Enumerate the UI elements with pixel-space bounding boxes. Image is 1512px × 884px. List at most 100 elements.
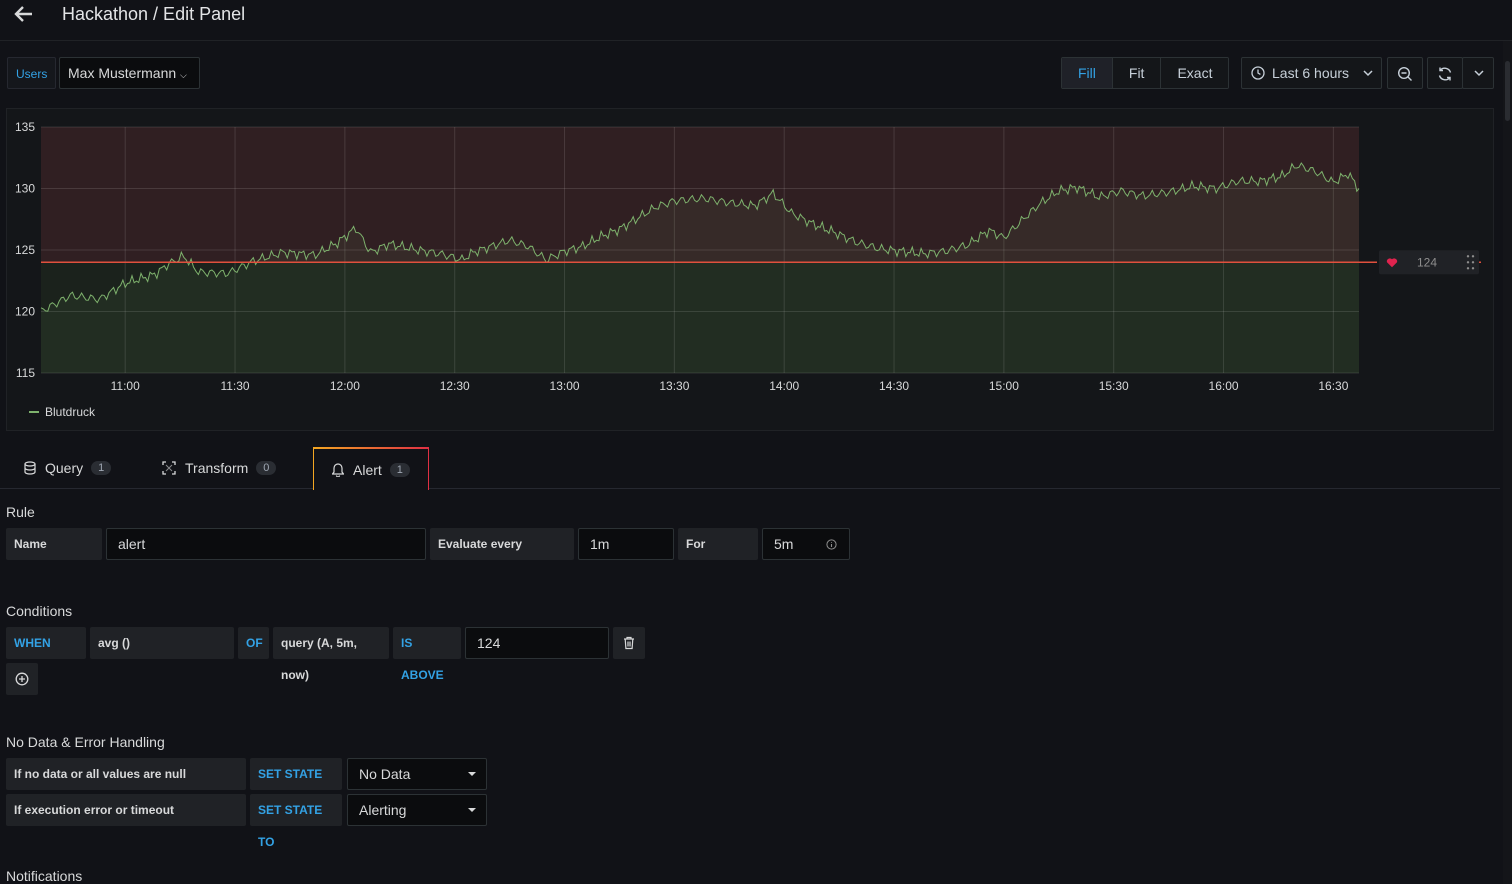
- rule-section-title: Rule: [6, 504, 35, 520]
- x-tick-label: 12:00: [330, 379, 360, 393]
- evaluator-select[interactable]: IS ABOVE: [393, 627, 461, 682]
- delete-condition-button[interactable]: [613, 627, 645, 659]
- threshold-handle-label: 124: [1417, 255, 1437, 269]
- tab-transform-label: Transform: [185, 460, 249, 476]
- chevron-down-icon: [1363, 70, 1373, 77]
- nodata-state-select[interactable]: No Data: [347, 758, 487, 790]
- chevron-down-icon: ⌵: [180, 70, 187, 80]
- drag-handle-icon: [1471, 261, 1475, 264]
- notifications-section-title: Notifications: [6, 868, 83, 884]
- x-tick-label: 15:00: [989, 379, 1019, 393]
- tab-alert[interactable]: Alert 1: [313, 447, 429, 490]
- trash-icon: [624, 636, 634, 650]
- nodata-set-state-keyword: SET STATE TO: [250, 758, 342, 813]
- tab-alert-label: Alert: [353, 461, 382, 478]
- tab-transform[interactable]: Transform 0: [162, 447, 277, 489]
- legend[interactable]: Blutdruck: [29, 405, 95, 419]
- legend-swatch: [29, 411, 39, 413]
- evaluate-every-input[interactable]: 1m: [578, 528, 674, 560]
- drag-handle-icon: [1466, 255, 1470, 258]
- scrollbar[interactable]: [1503, 41, 1512, 884]
- ok-region: [41, 262, 1359, 373]
- clock-icon: [1251, 66, 1265, 80]
- page-title: Hackathon / Edit Panel: [62, 4, 246, 24]
- reducer-select[interactable]: avg (): [90, 627, 234, 659]
- add-circle-icon: [15, 672, 29, 686]
- editor-tabs: Query 1 Transform 0 Alert 1: [0, 447, 1500, 490]
- x-tick-label: 14:00: [769, 379, 799, 393]
- tab-query-count: 1: [91, 461, 112, 475]
- threshold-handle: [1379, 250, 1479, 275]
- variable-value: Max Mustermann: [68, 65, 177, 81]
- top-bar: Hackathon / Edit Panel: [0, 0, 1512, 41]
- graph-panel: 135 130 125 120 115 11:00 11:30 12:00 12:30 13:00…: [6, 108, 1494, 431]
- name-label: Name: [6, 528, 102, 560]
- alert-editor: Rule Name alert Evaluate every 1m For 5m…: [0, 490, 1500, 884]
- display-mode-group: Fill Fit Exact: [1061, 57, 1230, 89]
- nodata-label: If no data or all values are null: [6, 758, 246, 790]
- for-value: 5m: [774, 536, 794, 552]
- series-line: [40, 162, 1360, 312]
- time-range-label: Last 6 hours: [1272, 65, 1350, 81]
- variable-select[interactable]: Max Mustermann ⌵: [59, 57, 200, 89]
- fit-button[interactable]: Fit: [1112, 58, 1162, 88]
- conditions-section-title: Conditions: [6, 603, 73, 619]
- variable-bar: Users Max Mustermann ⌵ Fill Fit Exact La…: [0, 41, 1500, 105]
- drag-handle-icon: [1466, 261, 1470, 264]
- tab-alert-count: 1: [389, 462, 410, 477]
- fill-button[interactable]: Fill: [1062, 58, 1113, 88]
- time-range-picker[interactable]: Last 6 hours: [1241, 57, 1382, 89]
- tab-transform-count: 0: [256, 461, 277, 475]
- when-keyword: WHEN: [6, 627, 86, 659]
- for-label: For: [678, 528, 758, 560]
- y-tick-label: 125: [15, 243, 35, 257]
- threshold-input[interactable]: 124: [465, 627, 609, 659]
- y-tick-label: 135: [15, 120, 35, 134]
- zoom-out-button[interactable]: [1387, 57, 1423, 89]
- x-tick-label: 13:30: [659, 379, 689, 393]
- error-label: If execution error or timeout: [6, 794, 246, 826]
- x-tick-label: 16:30: [1318, 379, 1348, 393]
- y-tick-label: 120: [15, 305, 35, 319]
- zoom-out-icon: [1397, 66, 1412, 81]
- refresh-button[interactable]: [1427, 57, 1463, 89]
- caret-down-icon: [468, 808, 476, 812]
- error-state-select[interactable]: Alerting: [347, 794, 487, 826]
- database-icon: [24, 461, 36, 475]
- y-tick-label: 115: [16, 366, 35, 380]
- error-set-state-keyword: SET STATE TO: [250, 794, 342, 849]
- nodata-section-title: No Data & Error Handling: [6, 734, 165, 750]
- x-tick-label: 12:30: [440, 379, 470, 393]
- y-tick-label: 130: [15, 182, 35, 196]
- for-input[interactable]: 5m: [762, 528, 850, 560]
- line-chart: 135 130 125 120 115 11:00 11:30 12:00 12:30 13:00…: [15, 120, 1481, 393]
- add-condition-button[interactable]: [6, 663, 38, 695]
- nodata-state-value: No Data: [359, 766, 411, 782]
- query-select[interactable]: query (A, 5m, now): [273, 627, 389, 682]
- error-state-value: Alerting: [359, 802, 407, 818]
- exact-button[interactable]: Exact: [1161, 58, 1229, 88]
- bell-icon: [332, 462, 344, 477]
- legend-label: Blutdruck: [45, 405, 96, 419]
- name-input[interactable]: alert: [106, 528, 426, 560]
- transform-icon: [162, 461, 176, 475]
- x-tick-label: 16:00: [1209, 379, 1239, 393]
- info-icon: [826, 539, 837, 550]
- x-tick-label: 15:30: [1099, 379, 1129, 393]
- back-arrow-icon[interactable]: [12, 2, 36, 26]
- of-keyword: OF: [238, 627, 269, 659]
- series-area: [41, 163, 1359, 373]
- tab-query-label: Query: [45, 460, 84, 476]
- drag-handle-icon: [1466, 267, 1470, 270]
- caret-down-icon: [468, 772, 476, 776]
- x-tick-label: 14:30: [879, 379, 909, 393]
- refresh-icon: [1438, 67, 1452, 81]
- heart-broken-icon[interactable]: [1386, 258, 1398, 268]
- tab-query[interactable]: Query 1: [24, 447, 112, 489]
- drag-handle-icon: [1471, 255, 1475, 258]
- evaluate-every-label: Evaluate every: [430, 528, 574, 560]
- chevron-down-icon: [1474, 70, 1484, 77]
- variable-label: Users: [7, 57, 57, 89]
- refresh-interval-dropdown[interactable]: [1462, 57, 1494, 89]
- drag-handle-icon: [1471, 267, 1475, 270]
